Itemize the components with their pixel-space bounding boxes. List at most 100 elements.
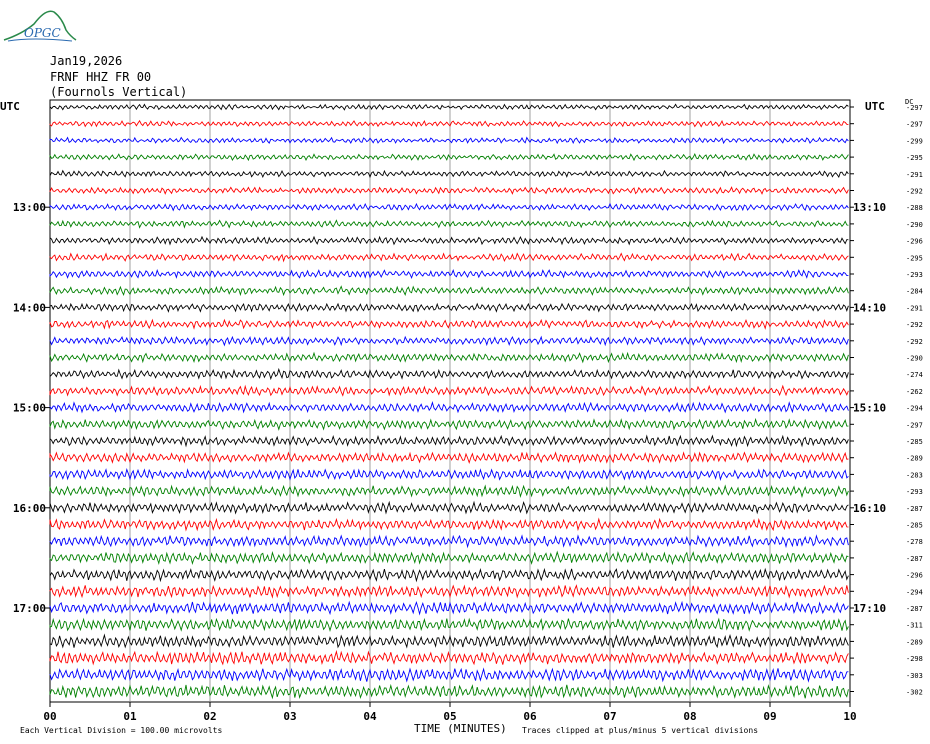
dc-offset-label: -296: [906, 238, 923, 246]
header-date: Jan19,2026: [50, 54, 123, 68]
dc-offset-label: -311: [906, 622, 923, 630]
right-utc-label: UTC: [865, 100, 885, 113]
trace-line: [49, 417, 849, 431]
trace-line: [49, 649, 849, 666]
dc-offset-label: -294: [906, 588, 923, 596]
header-station: FRNF HHZ FR 00: [50, 70, 152, 84]
dc-offset-label: -291: [906, 171, 923, 179]
footer-clip: Traces clipped at plus/minus 5 vertical …: [522, 726, 759, 735]
dc-offset-label: -292: [906, 188, 923, 196]
dc-offset-label: -299: [906, 137, 923, 145]
dc-offset-label: -289: [906, 455, 923, 463]
dc-offset-label: -296: [906, 572, 923, 580]
left-hour-label: 13:00: [13, 201, 46, 214]
trace-line: [49, 136, 849, 145]
dc-offset-label: -262: [906, 388, 923, 396]
dc-offset-label: -303: [906, 672, 923, 680]
trace-line: [49, 434, 849, 448]
x-tick-label: 06: [523, 710, 537, 723]
dc-offset-label: -297: [906, 421, 923, 429]
trace-line: [49, 617, 849, 632]
dc-label: DC: [905, 98, 914, 106]
trace-line: [49, 153, 849, 162]
trace-line: [49, 550, 849, 566]
mountain-logo-icon: [3, 10, 77, 42]
dc-offset-label: -290: [906, 221, 923, 229]
left-hour-label: 16:00: [13, 502, 46, 515]
dc-offset-label: -302: [906, 689, 923, 697]
right-hour-label: 13:10: [853, 201, 886, 214]
dc-offset-label: -295: [906, 154, 923, 162]
right-hour-label: 14:10: [853, 301, 886, 314]
x-axis-title: TIME (MINUTES): [414, 722, 507, 735]
right-hour-label: 17:10: [853, 602, 886, 615]
trace-line: [49, 103, 849, 111]
dc-offset-label: -297: [906, 121, 923, 129]
dc-offset-label: -289: [906, 638, 923, 646]
trace-line: [49, 600, 849, 616]
dc-offset-label: -298: [906, 655, 923, 663]
trace-line: [49, 384, 849, 397]
dc-offset-label: -295: [906, 254, 923, 262]
logo-text: OPGC: [24, 26, 61, 40]
trace-line: [49, 302, 849, 313]
trace-line: [49, 500, 849, 515]
dc-offset-label: -294: [906, 405, 923, 413]
dc-offset-label: -274: [906, 371, 923, 379]
dc-offset-label: -288: [906, 204, 923, 212]
trace-line: [49, 335, 849, 347]
trace-line: [49, 401, 849, 414]
trace-line: [49, 534, 849, 549]
dc-offset-label: -293: [906, 488, 923, 496]
trace-line: [49, 235, 849, 246]
x-tick-label: 05: [443, 710, 456, 723]
trace-line: [49, 268, 849, 280]
trace-line: [49, 683, 849, 700]
trace-line: [49, 186, 849, 195]
x-tick-label: 04: [363, 710, 377, 723]
dc-offset-label: -287: [906, 555, 923, 563]
x-tick-label: 09: [763, 710, 776, 723]
dc-offset-label: -290: [906, 355, 923, 363]
x-tick-label: 07: [603, 710, 616, 723]
trace-line: [49, 351, 849, 364]
trace-line: [49, 252, 849, 263]
trace-line: [49, 517, 849, 532]
left-utc-label: UTC: [0, 100, 20, 113]
dc-offset-label: -297: [906, 104, 923, 112]
trace-line: [49, 633, 849, 649]
x-tick-label: 01: [123, 710, 137, 723]
footer-scale: Each Vertical Division = 100.00 microvol…: [20, 726, 223, 735]
trace-line: [49, 584, 849, 599]
dc-offset-label: -287: [906, 605, 923, 613]
trace-line: [49, 367, 849, 381]
dc-offset-label: -292: [906, 338, 923, 346]
trace-line: [49, 169, 849, 179]
dc-offset-label: -283: [906, 471, 923, 479]
dc-offset-label: -284: [906, 288, 923, 296]
x-tick-label: 10: [843, 710, 856, 723]
trace-line: [49, 318, 849, 330]
right-hour-label: 16:10: [853, 502, 886, 515]
opgc-logo: OPGC: [2, 4, 77, 44]
x-tick-label: 08: [683, 710, 696, 723]
dc-offset-label: -285: [906, 438, 923, 446]
left-hour-label: 14:00: [13, 301, 46, 314]
right-hour-label: 15:10: [853, 402, 886, 415]
header-site: (Fournols Vertical): [50, 85, 188, 99]
trace-line: [49, 219, 849, 229]
trace-line: [49, 484, 849, 499]
trace-line: [49, 285, 849, 297]
dc-offset-label: -293: [906, 271, 923, 279]
trace-line: [49, 667, 849, 683]
dc-offset-label: -291: [906, 304, 923, 312]
x-tick-label: 03: [283, 710, 296, 723]
dc-offset-label: -292: [906, 321, 923, 329]
trace-line: [49, 451, 849, 465]
dc-offset-label: -278: [906, 538, 923, 546]
trace-line: [49, 567, 849, 583]
trace-line: [49, 467, 849, 481]
dc-offset-label: -287: [906, 505, 923, 513]
x-tick-label: 00: [43, 710, 56, 723]
